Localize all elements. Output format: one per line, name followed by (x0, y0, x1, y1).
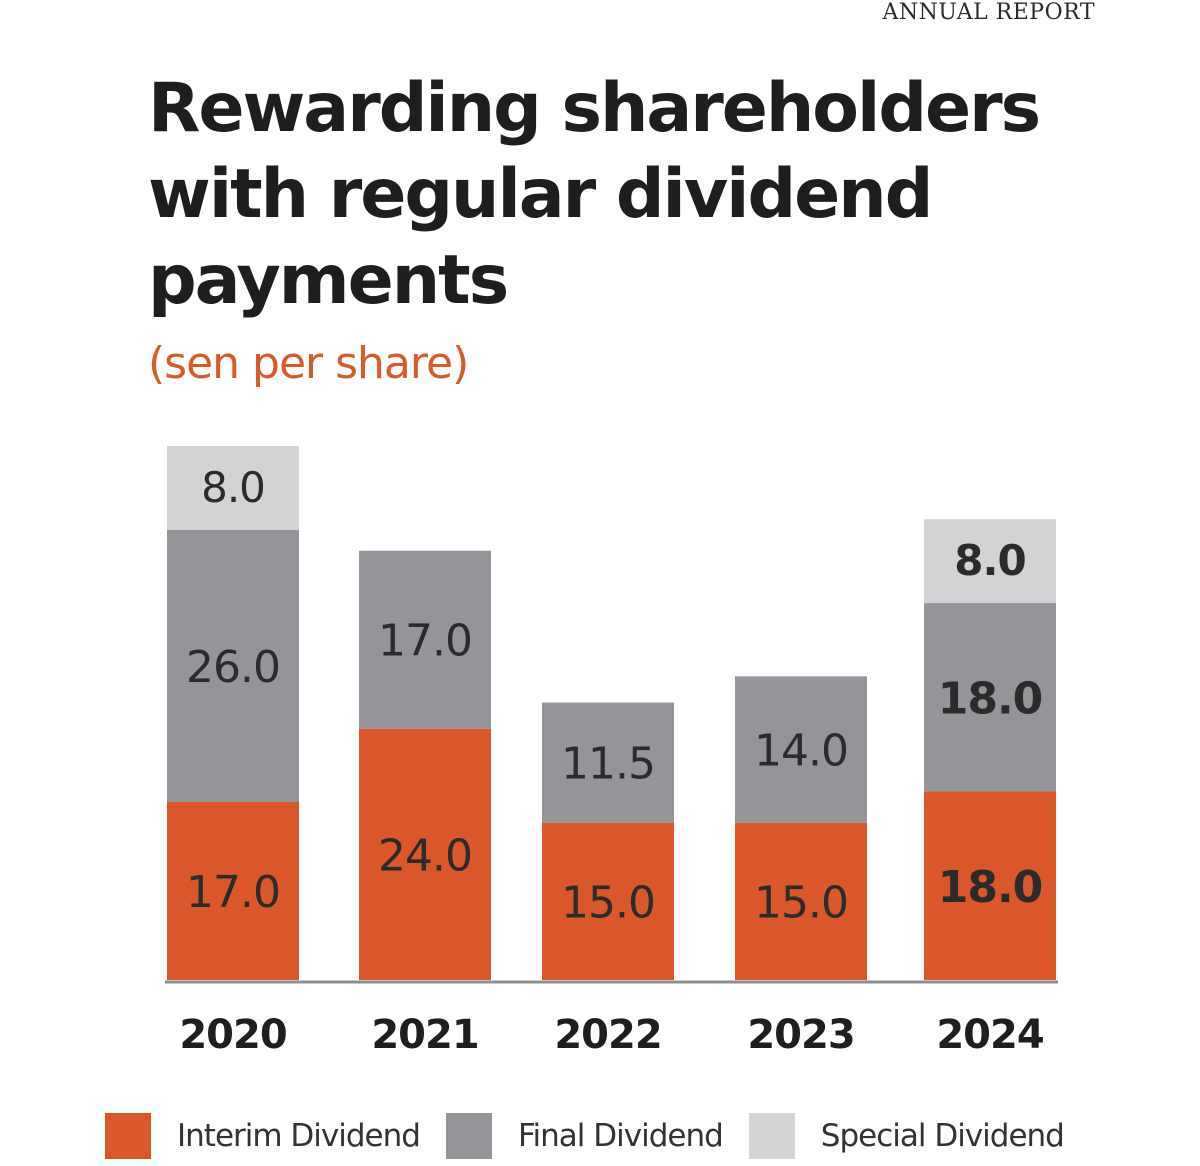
bar-final-2022 (542, 702, 674, 823)
data-label-final-2020: 26.0 (186, 642, 280, 693)
data-label-interim-2022: 15.0 (561, 877, 655, 928)
data-label-final-2023: 14.0 (754, 726, 848, 777)
data-label-interim-2020: 17.0 (186, 867, 280, 918)
chart-legend: Interim Dividend Final Dividend Special … (105, 1113, 1090, 1159)
bar-interim-2022 (542, 822, 674, 980)
bar-group-2022: 15.0 11.5 (542, 702, 674, 980)
bar-special-2020 (167, 446, 299, 530)
data-label-interim-2024: 18.0 (938, 862, 1043, 913)
bar-interim-2023 (735, 822, 867, 980)
legend-swatch-special (748, 1113, 795, 1159)
data-label-final-2021: 17.0 (378, 616, 472, 667)
bar-interim-2021 (359, 728, 491, 980)
legend-item-interim: Interim Dividend (105, 1113, 421, 1159)
data-label-special-2020: 8.0 (201, 463, 265, 512)
bar-final-2021 (359, 550, 491, 729)
bar-final-2023 (735, 676, 867, 823)
bar-special-2024 (924, 519, 1056, 604)
legend-label-special: Special Dividend (820, 1118, 1065, 1154)
x-tick-label-2020: 2020 (179, 1012, 286, 1058)
chart-subtitle: (sen per share) (148, 338, 469, 389)
bar-final-2024 (924, 603, 1056, 792)
x-tick-label-2022: 2022 (554, 1012, 661, 1058)
report-section-tag: ANNUAL REPORT (882, 0, 1095, 25)
legend-label-final: Final Dividend (517, 1118, 724, 1154)
bar-interim-2024 (924, 791, 1056, 980)
bar-final-2020 (167, 529, 299, 802)
legend-swatch-final (445, 1113, 492, 1159)
bar-interim-2020 (167, 802, 299, 980)
bar-group-2021: 24.0 17.0 (359, 550, 491, 980)
legend-label-interim: Interim Dividend (177, 1118, 421, 1154)
x-tick-label-2023: 2023 (747, 1012, 854, 1058)
data-label-final-2022: 11.5 (561, 739, 655, 790)
data-label-special-2024: 8.0 (954, 536, 1025, 585)
bar-group-2020: 17.0 26.0 8.0 (167, 446, 299, 980)
legend-swatch-interim (105, 1113, 151, 1159)
x-tick-label-2024: 2024 (936, 1012, 1043, 1058)
chart-title: Rewarding shareholders with regular divi… (148, 69, 1041, 320)
legend-item-special: Special Dividend (748, 1113, 1065, 1159)
dividend-stacked-bar-chart: 17.0 26.0 8.0 2020 24.0 17.0 2021 15.0 11.5 2022 1… (165, 446, 1058, 1058)
bar-group-2023: 15.0 14.0 (735, 676, 867, 980)
x-tick-label-2021: 2021 (371, 1012, 478, 1058)
bar-group-2024: 18.0 18.0 8.0 (924, 519, 1056, 980)
data-label-final-2024: 18.0 (938, 673, 1043, 724)
data-label-interim-2023: 15.0 (754, 877, 848, 928)
data-label-interim-2021: 24.0 (378, 830, 472, 881)
legend-item-final: Final Dividend (445, 1113, 724, 1159)
